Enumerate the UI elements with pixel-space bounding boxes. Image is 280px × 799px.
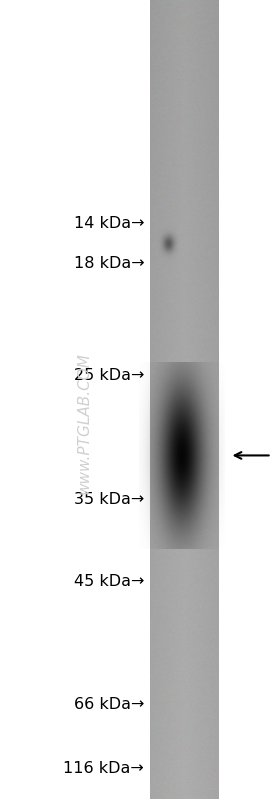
Text: 14 kDa→: 14 kDa→ [74,217,144,231]
Text: 35 kDa→: 35 kDa→ [74,492,144,507]
Text: 116 kDa→: 116 kDa→ [64,761,144,776]
Text: 25 kDa→: 25 kDa→ [74,368,144,383]
Text: www.PTGLAB.COM: www.PTGLAB.COM [76,352,92,495]
Text: 45 kDa→: 45 kDa→ [74,574,144,589]
Text: 18 kDa→: 18 kDa→ [74,256,144,271]
Text: 66 kDa→: 66 kDa→ [74,698,144,712]
